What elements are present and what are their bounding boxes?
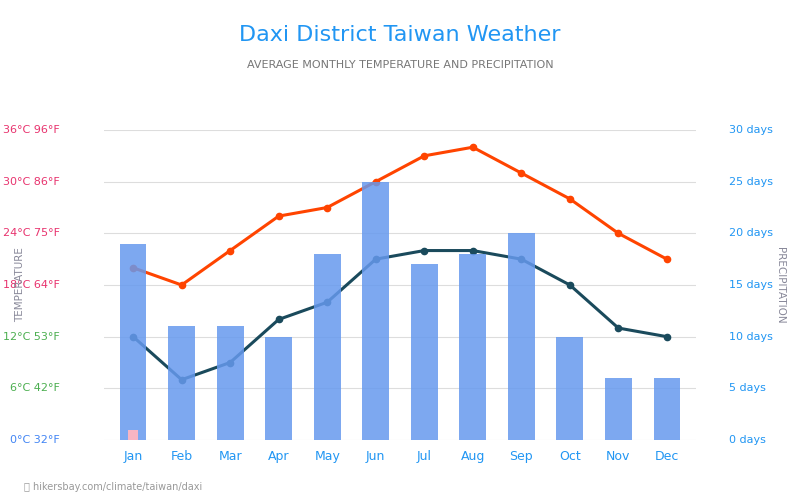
- Text: 🌐 hikersbay.com/climate/taiwan/daxi: 🌐 hikersbay.com/climate/taiwan/daxi: [24, 482, 202, 492]
- Text: PRECIPITATION: PRECIPITATION: [775, 246, 785, 324]
- Text: 24°C 75°F: 24°C 75°F: [2, 228, 59, 238]
- Text: 25 days: 25 days: [729, 176, 773, 186]
- Text: 20 days: 20 days: [729, 228, 773, 238]
- Bar: [120, 244, 146, 440]
- Text: AVERAGE MONTHLY TEMPERATURE AND PRECIPITATION: AVERAGE MONTHLY TEMPERATURE AND PRECIPIT…: [246, 60, 554, 70]
- Text: 0°C 32°F: 0°C 32°F: [10, 435, 59, 445]
- Bar: [129, 430, 138, 440]
- Text: 5 days: 5 days: [729, 384, 766, 394]
- Bar: [459, 254, 486, 440]
- Bar: [266, 336, 292, 440]
- Bar: [605, 378, 632, 440]
- Text: 6°C 42°F: 6°C 42°F: [10, 384, 59, 394]
- Text: 30°C 86°F: 30°C 86°F: [3, 176, 59, 186]
- Text: 15 days: 15 days: [729, 280, 773, 290]
- Text: Daxi District Taiwan Weather: Daxi District Taiwan Weather: [239, 25, 561, 45]
- Legend: DAY, NIGHT, RAIN, SNOW: DAY, NIGHT, RAIN, SNOW: [230, 496, 570, 500]
- Bar: [314, 254, 341, 440]
- Bar: [168, 326, 195, 440]
- Bar: [508, 234, 534, 440]
- Bar: [217, 326, 243, 440]
- Bar: [654, 378, 680, 440]
- Text: 10 days: 10 days: [729, 332, 773, 342]
- Bar: [362, 182, 389, 440]
- Text: 18°C 64°F: 18°C 64°F: [2, 280, 59, 290]
- Text: 36°C 96°F: 36°C 96°F: [3, 125, 59, 135]
- Text: TEMPERATURE: TEMPERATURE: [15, 248, 25, 322]
- Text: 30 days: 30 days: [729, 125, 773, 135]
- Text: 12°C 53°F: 12°C 53°F: [3, 332, 59, 342]
- Bar: [411, 264, 438, 440]
- Text: 0 days: 0 days: [729, 435, 766, 445]
- Bar: [557, 336, 583, 440]
